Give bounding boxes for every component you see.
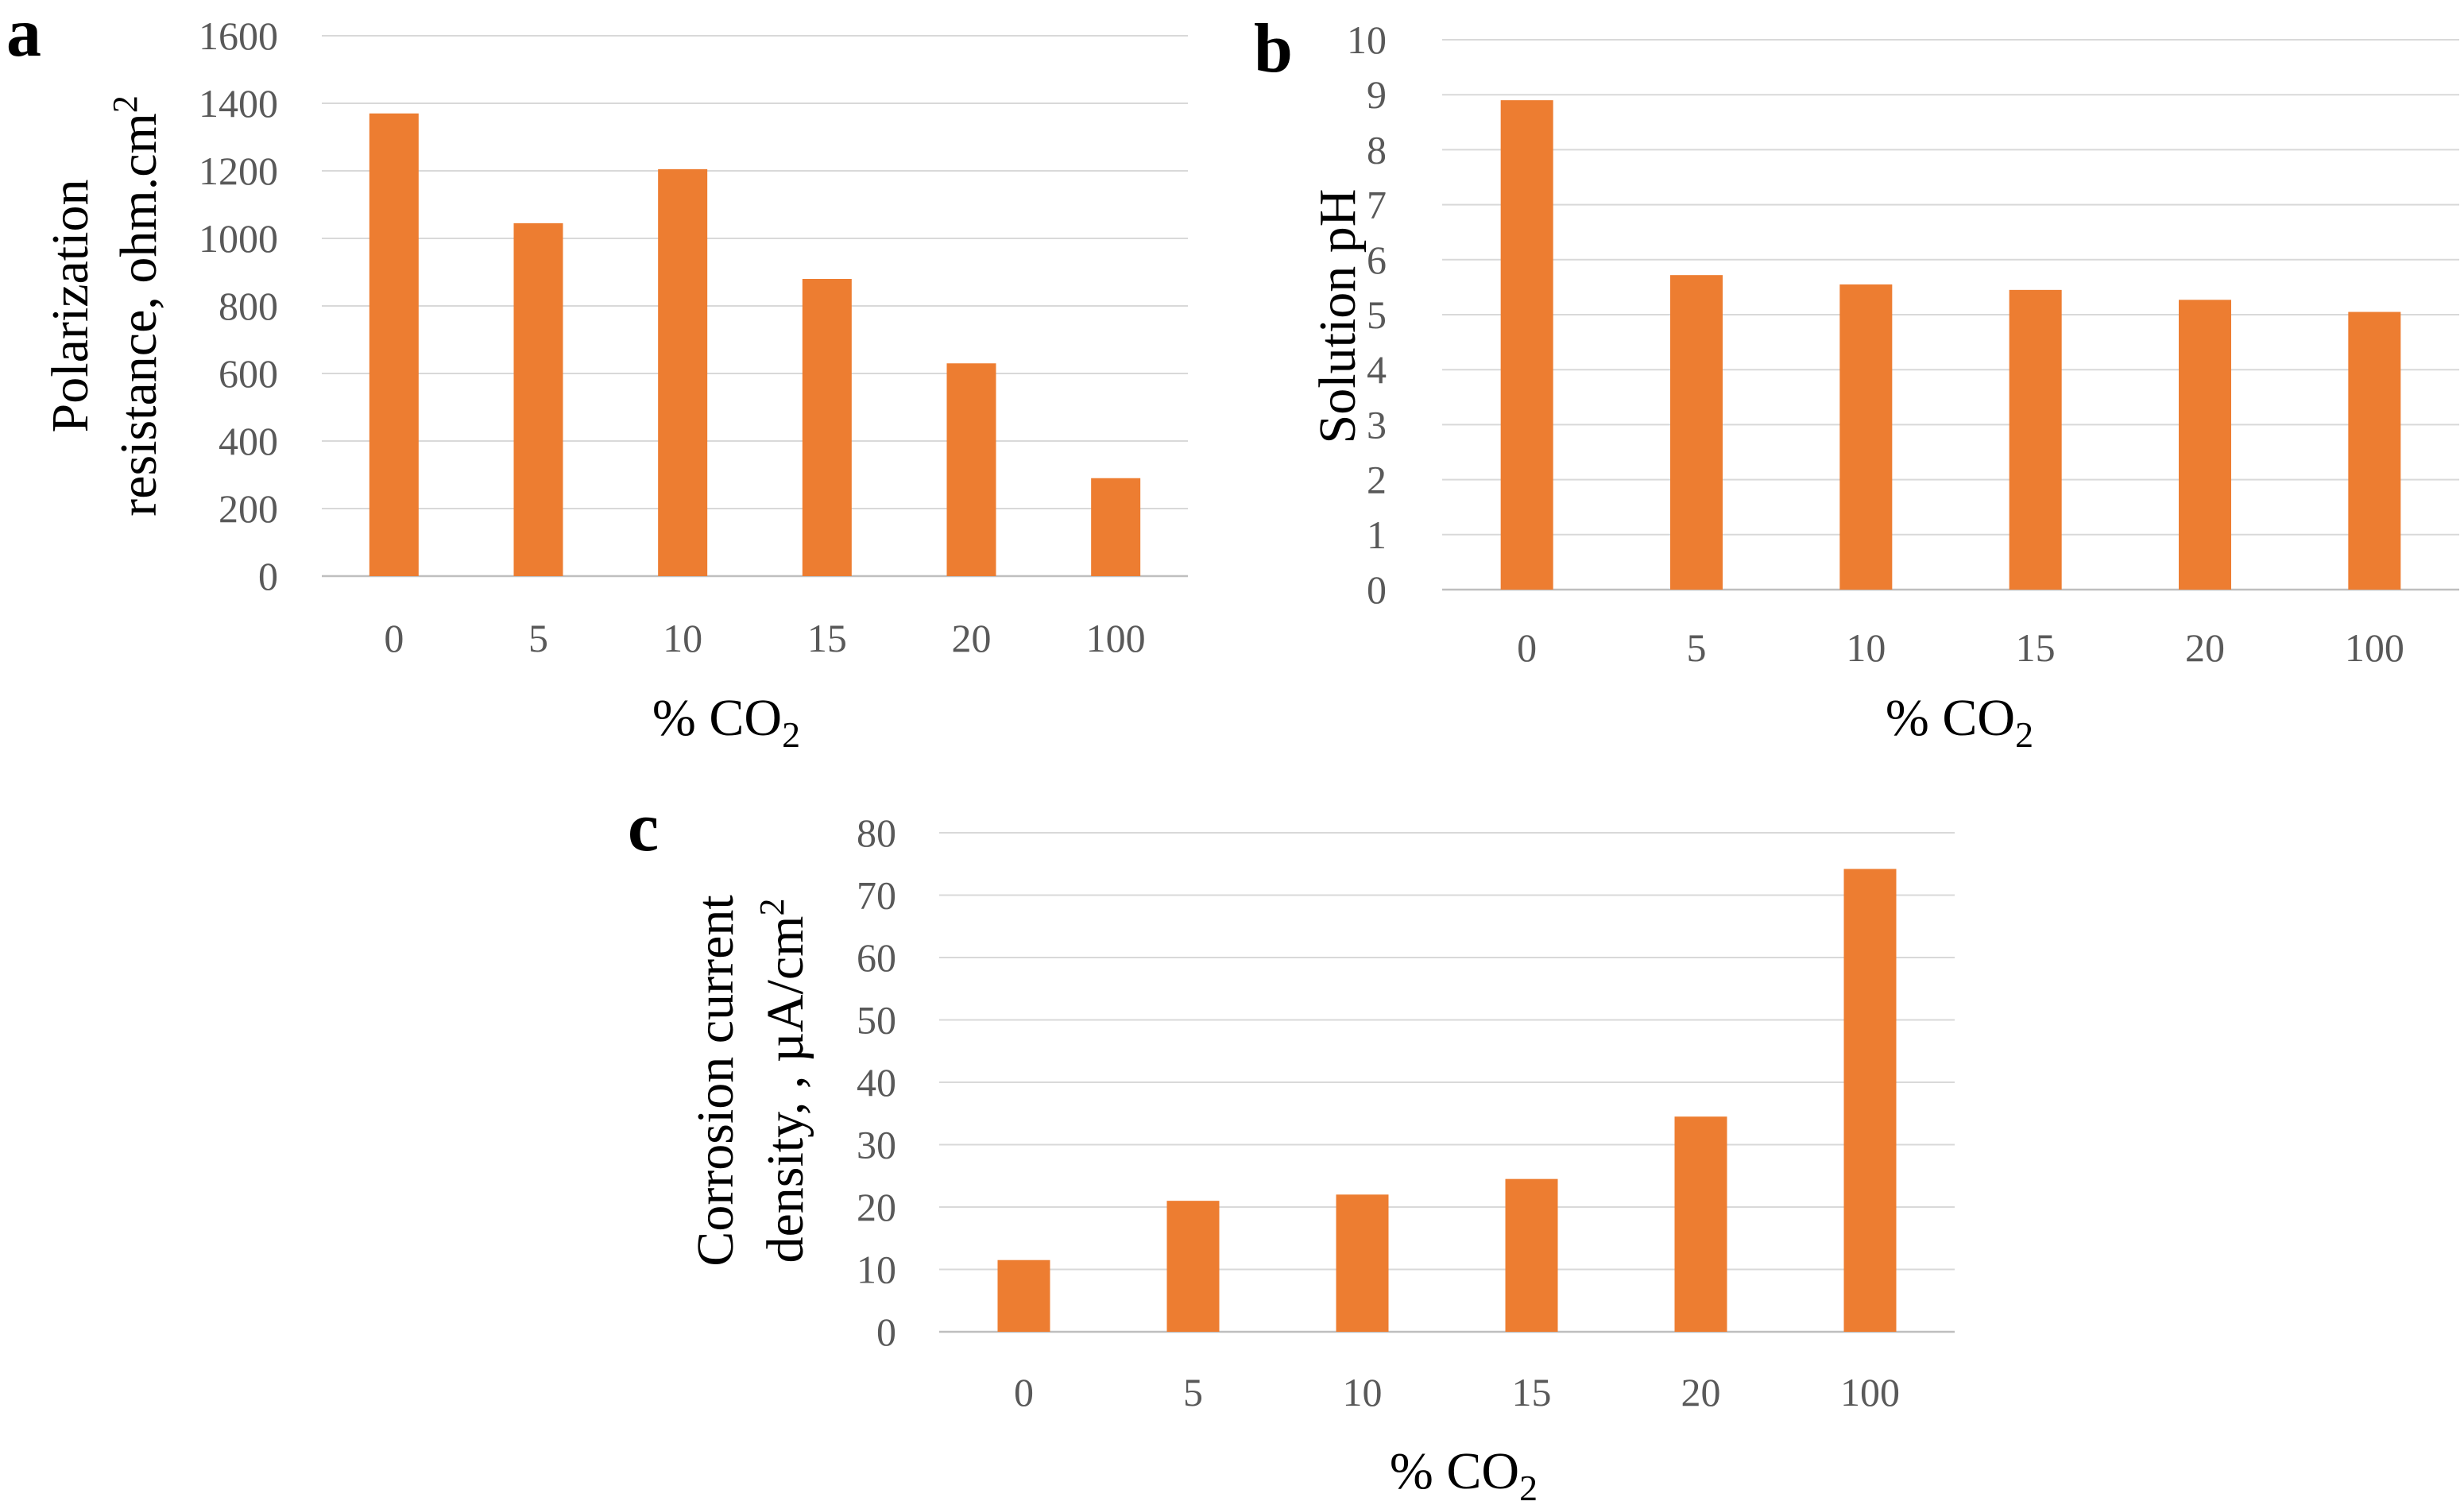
x-tick-label: 5 — [1183, 1370, 1203, 1414]
bar-c-20 — [1674, 1116, 1727, 1332]
y-tick-label: 10 — [1347, 17, 1387, 62]
bar-b-10 — [1839, 284, 1893, 590]
y-tick-label: 80 — [857, 811, 896, 855]
y-axis-title-c-line1: Corrosion current — [687, 895, 745, 1266]
y-tick-label: 60 — [857, 935, 896, 980]
x-tick-label: 0 — [1517, 625, 1537, 670]
y-tick-label: 0 — [1367, 567, 1387, 612]
bar-b-15 — [2009, 289, 2062, 590]
y-tick-label: 0 — [876, 1310, 896, 1354]
bar-a-5 — [513, 222, 563, 576]
chart-panel-c: c 0 10 20 30 40 50 60 70 80 0 5 10 15 20 100 % CO2 Co… — [628, 789, 1955, 1508]
x-tick-label: 5 — [528, 616, 548, 660]
y-tick-label: 2 — [1367, 458, 1387, 502]
bar-b-5 — [1670, 275, 1723, 590]
x-axis-title-a: % CO2 — [652, 689, 800, 755]
y-tick-label: 1 — [1367, 513, 1387, 557]
bar-c-5 — [1166, 1201, 1220, 1332]
x-tick-label: 100 — [1086, 616, 1146, 660]
panel-label-a: a — [6, 0, 41, 72]
y-tick-label: 200 — [219, 486, 278, 531]
y-tick-label: 8 — [1367, 127, 1387, 172]
y-tick-label: 20 — [857, 1185, 896, 1229]
x-tick-label: 5 — [1687, 625, 1707, 670]
bar-a-100 — [1091, 478, 1141, 576]
x-tick-label: 15 — [807, 616, 847, 660]
x-tick-label: 10 — [1846, 625, 1886, 670]
y-tick-label: 800 — [219, 284, 278, 328]
bar-b-100 — [2348, 311, 2401, 590]
y-tick-label: 10 — [857, 1248, 896, 1292]
bar-a-20 — [946, 363, 996, 576]
x-tick-label: 10 — [663, 616, 702, 660]
panel-label-c: c — [628, 789, 659, 866]
x-axis-title-b: % CO2 — [1886, 689, 2033, 755]
panel-label-b: b — [1254, 10, 1293, 87]
y-axis-title-b: Solution pH — [1309, 189, 1367, 444]
x-tick-label: 20 — [1681, 1370, 1721, 1414]
chart-panel-a: a 0 200 400 600 800 1000 1200 1400 1600 0 5 10 15 20… — [6, 0, 1188, 755]
y-tick-label: 1600 — [199, 14, 278, 58]
bar-c-100 — [1843, 869, 1897, 1332]
y-tick-label: 0 — [258, 554, 278, 598]
x-tick-label: 0 — [384, 616, 404, 660]
x-axis-title-c: % CO2 — [1390, 1442, 1538, 1508]
bar-c-10 — [1336, 1194, 1389, 1332]
bar-b-0 — [1500, 100, 1553, 590]
y-tick-label: 400 — [219, 419, 278, 463]
y-tick-label: 4 — [1367, 347, 1387, 392]
x-tick-label: 15 — [1512, 1370, 1552, 1414]
bar-c-0 — [997, 1259, 1050, 1332]
x-tick-label: 0 — [1014, 1370, 1034, 1414]
y-tick-label: 1400 — [199, 81, 278, 126]
bar-c-15 — [1505, 1178, 1558, 1332]
y-axis-title-a-line1: Polarization — [41, 180, 99, 433]
y-tick-label: 30 — [857, 1123, 896, 1167]
x-tick-label: 20 — [2185, 625, 2225, 670]
y-tick-label: 600 — [219, 351, 278, 396]
x-tick-label: 100 — [1840, 1370, 1900, 1414]
y-tick-label: 3 — [1367, 402, 1387, 447]
bar-a-0 — [369, 113, 419, 576]
x-tick-label: 10 — [1343, 1370, 1383, 1414]
y-tick-label: 40 — [857, 1060, 896, 1105]
y-tick-label: 5 — [1367, 292, 1387, 337]
y-tick-label: 7 — [1367, 183, 1387, 227]
y-tick-label: 50 — [857, 998, 896, 1043]
x-tick-label: 20 — [952, 616, 992, 660]
bar-b-20 — [2179, 300, 2231, 590]
x-tick-label: 15 — [2016, 625, 2056, 670]
y-axis-title-a-line2: resistance, ohm.cm2 — [106, 95, 168, 517]
y-tick-label: 9 — [1367, 72, 1387, 117]
y-axis-title-c-line2: density, , µA/cm2 — [752, 898, 814, 1263]
y-tick-label: 70 — [857, 873, 896, 918]
bar-a-15 — [802, 279, 852, 576]
y-tick-label: 1000 — [199, 216, 278, 261]
y-tick-label: 6 — [1367, 238, 1387, 282]
bar-a-10 — [658, 168, 708, 576]
y-tick-label: 1200 — [199, 149, 278, 193]
chart-panel-b: b 0 1 2 3 4 5 6 7 8 9 10 0 5 10 15 20 100 % CO2 Solutio… — [1254, 10, 2459, 755]
x-tick-label: 100 — [2345, 625, 2404, 670]
